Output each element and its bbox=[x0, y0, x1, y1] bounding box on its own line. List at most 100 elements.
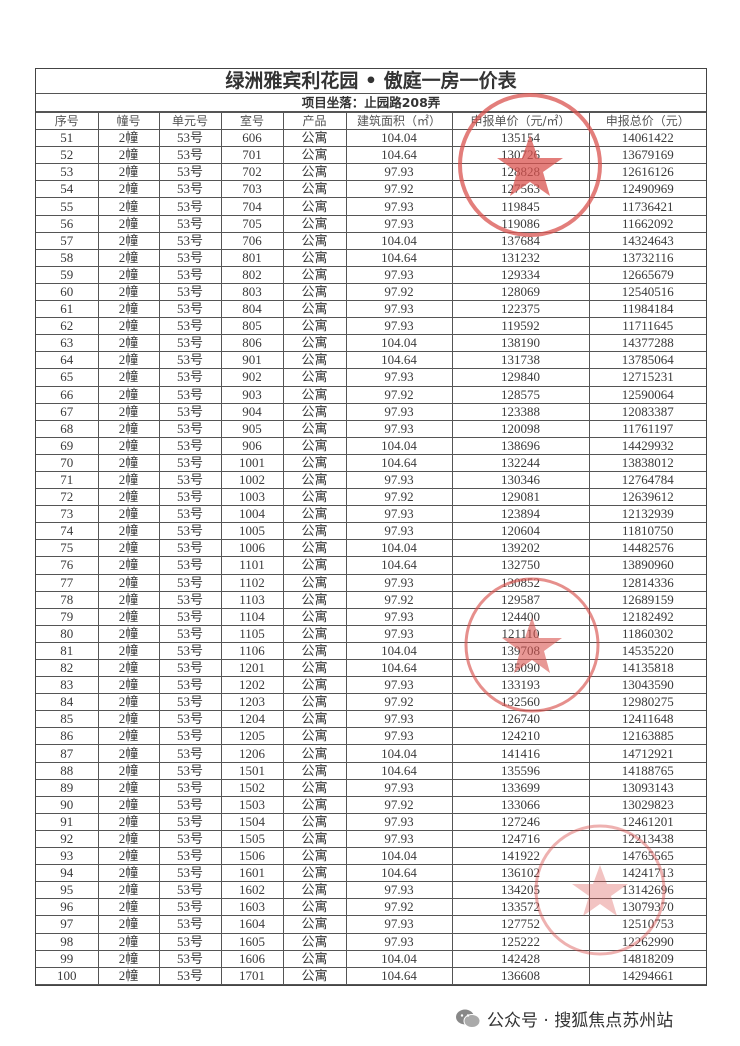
cell-building: 2幢 bbox=[97, 368, 160, 387]
cell-seq: 68 bbox=[36, 419, 99, 438]
cell-seq: 70 bbox=[36, 453, 99, 472]
cell-product: 公寓 bbox=[282, 778, 347, 797]
cell-unit: 53号 bbox=[158, 505, 222, 524]
cell-unit-price: 141416 bbox=[451, 744, 590, 763]
cell-room: 1102 bbox=[220, 573, 284, 592]
cell-room: 702 bbox=[220, 163, 284, 182]
cell-room: 701 bbox=[220, 146, 284, 165]
cell-unit: 53号 bbox=[158, 693, 222, 712]
cell-unit-price: 139708 bbox=[451, 641, 590, 661]
cell-seq: 58 bbox=[36, 248, 99, 267]
cell-unit: 53号 bbox=[158, 334, 222, 353]
cell-area: 104.64 bbox=[345, 658, 453, 678]
cell-building: 2幢 bbox=[97, 163, 160, 182]
cell-area: 104.04 bbox=[345, 129, 453, 148]
table-row: 88 2幢 53号 1501 公寓 104.64 135596 14188765 bbox=[36, 761, 706, 780]
cell-seq: 67 bbox=[36, 402, 99, 421]
cell-unit-price: 126740 bbox=[451, 710, 590, 729]
cell-room: 1201 bbox=[220, 658, 284, 678]
cell-area: 97.93 bbox=[345, 317, 453, 336]
cell-building: 2幢 bbox=[97, 795, 160, 814]
cell-seq: 88 bbox=[36, 761, 99, 780]
cell-unit-price: 142428 bbox=[451, 949, 590, 968]
column-header-unit: 单元号 bbox=[158, 111, 222, 131]
cell-area: 104.64 bbox=[345, 864, 453, 883]
cell-total-price: 14188765 bbox=[588, 761, 706, 780]
cell-total-price: 12540516 bbox=[588, 282, 706, 302]
table-row: 55 2幢 53号 704 公寓 97.93 119845 11736421 bbox=[36, 197, 706, 216]
cell-area: 97.93 bbox=[345, 624, 453, 643]
table-row: 59 2幢 53号 802 公寓 97.93 129334 12665679 bbox=[36, 265, 706, 284]
cell-seq: 64 bbox=[36, 351, 99, 370]
cell-unit: 53号 bbox=[158, 368, 222, 387]
cell-unit-price: 139202 bbox=[451, 539, 590, 558]
column-header-unit-price: 申报单价（元/㎡） bbox=[451, 111, 590, 131]
cell-product: 公寓 bbox=[282, 915, 347, 934]
cell-room: 801 bbox=[220, 248, 284, 267]
cell-room: 1106 bbox=[220, 641, 284, 661]
cell-unit-price: 120604 bbox=[451, 522, 590, 541]
cell-building: 2幢 bbox=[97, 282, 160, 302]
table-row: 71 2幢 53号 1002 公寓 97.93 130346 12764784 bbox=[36, 470, 706, 490]
cell-building: 2幢 bbox=[97, 949, 160, 968]
cell-unit-price: 133699 bbox=[451, 778, 590, 797]
cell-total-price: 12715231 bbox=[588, 368, 706, 387]
cell-total-price: 11984184 bbox=[588, 300, 706, 319]
cell-product: 公寓 bbox=[282, 761, 347, 780]
cell-room: 1001 bbox=[220, 453, 284, 472]
cell-total-price: 13679169 bbox=[588, 146, 706, 165]
cell-room: 1002 bbox=[220, 470, 284, 490]
cell-unit: 53号 bbox=[158, 436, 222, 455]
cell-unit: 53号 bbox=[158, 881, 222, 900]
cell-building: 2幢 bbox=[97, 812, 160, 831]
table-row: 79 2幢 53号 1104 公寓 97.93 124400 12182492 bbox=[36, 607, 706, 626]
wechat-icon bbox=[456, 1009, 481, 1028]
cell-total-price: 12083387 bbox=[588, 402, 706, 421]
cell-room: 1204 bbox=[220, 710, 284, 729]
cell-building: 2幢 bbox=[97, 761, 160, 780]
table-header-row: 序号 幢号 单元号 室号 产品 建筑面积（㎡） 申报单价（元/㎡） 申报总价（元） bbox=[36, 111, 706, 131]
cell-product: 公寓 bbox=[282, 898, 347, 917]
cell-unit: 53号 bbox=[158, 282, 222, 302]
cell-seq: 83 bbox=[36, 676, 99, 695]
cell-unit: 53号 bbox=[158, 146, 222, 165]
cell-seq: 86 bbox=[36, 727, 99, 746]
table-row: 87 2幢 53号 1206 公寓 104.04 141416 14712921 bbox=[36, 744, 706, 763]
table-row: 76 2幢 53号 1101 公寓 104.64 132750 13890960 bbox=[36, 556, 706, 575]
cell-unit-price: 119086 bbox=[451, 214, 590, 233]
cell-building: 2幢 bbox=[97, 197, 160, 216]
cell-total-price: 13029823 bbox=[588, 795, 706, 814]
cell-room: 1005 bbox=[220, 522, 284, 541]
cell-seq: 78 bbox=[36, 590, 99, 609]
table-row: 60 2幢 53号 803 公寓 97.92 128069 12540516 bbox=[36, 282, 706, 302]
cell-unit-price: 132750 bbox=[451, 556, 590, 575]
cell-seq: 94 bbox=[36, 864, 99, 883]
price-table: 序号 幢号 单元号 室号 产品 建筑面积（㎡） 申报单价（元/㎡） 申报总价（元） 51 2幢 5… bbox=[36, 111, 706, 985]
column-header-seq: 序号 bbox=[36, 111, 99, 131]
cell-unit: 53号 bbox=[158, 231, 222, 250]
cell-total-price: 14294661 bbox=[588, 966, 706, 985]
cell-unit-price: 119845 bbox=[451, 197, 590, 216]
table-row: 93 2幢 53号 1506 公寓 104.04 141922 14765565 bbox=[36, 847, 706, 866]
cell-product: 公寓 bbox=[282, 265, 347, 284]
price-list-document: 绿洲雅宾利花园 • 傲庭一房一价表 项目坐落：止园路208弄 序号 幢号 单元号 室号… bbox=[35, 68, 707, 986]
column-header-room: 室号 bbox=[220, 111, 284, 131]
column-header-total-price: 申报总价（元） bbox=[588, 111, 706, 131]
cell-building: 2幢 bbox=[97, 932, 160, 951]
table-row: 68 2幢 53号 905 公寓 97.93 120098 11761197 bbox=[36, 419, 706, 438]
cell-area: 104.64 bbox=[345, 761, 453, 780]
table-row: 83 2幢 53号 1202 公寓 97.93 133193 13043590 bbox=[36, 676, 706, 695]
cell-product: 公寓 bbox=[282, 812, 347, 831]
cell-building: 2幢 bbox=[97, 590, 160, 609]
cell-room: 1003 bbox=[220, 488, 284, 507]
cell-seq: 65 bbox=[36, 368, 99, 387]
table-row: 96 2幢 53号 1603 公寓 97.92 133572 13079370 bbox=[36, 898, 706, 917]
cell-area: 97.93 bbox=[345, 505, 453, 524]
cell-building: 2幢 bbox=[97, 658, 160, 678]
cell-area: 97.92 bbox=[345, 795, 453, 814]
cell-total-price: 12262990 bbox=[588, 932, 706, 951]
cell-unit-price: 125222 bbox=[451, 932, 590, 951]
cell-total-price: 12182492 bbox=[588, 607, 706, 626]
cell-total-price: 12665679 bbox=[588, 265, 706, 284]
cell-building: 2幢 bbox=[97, 847, 160, 866]
